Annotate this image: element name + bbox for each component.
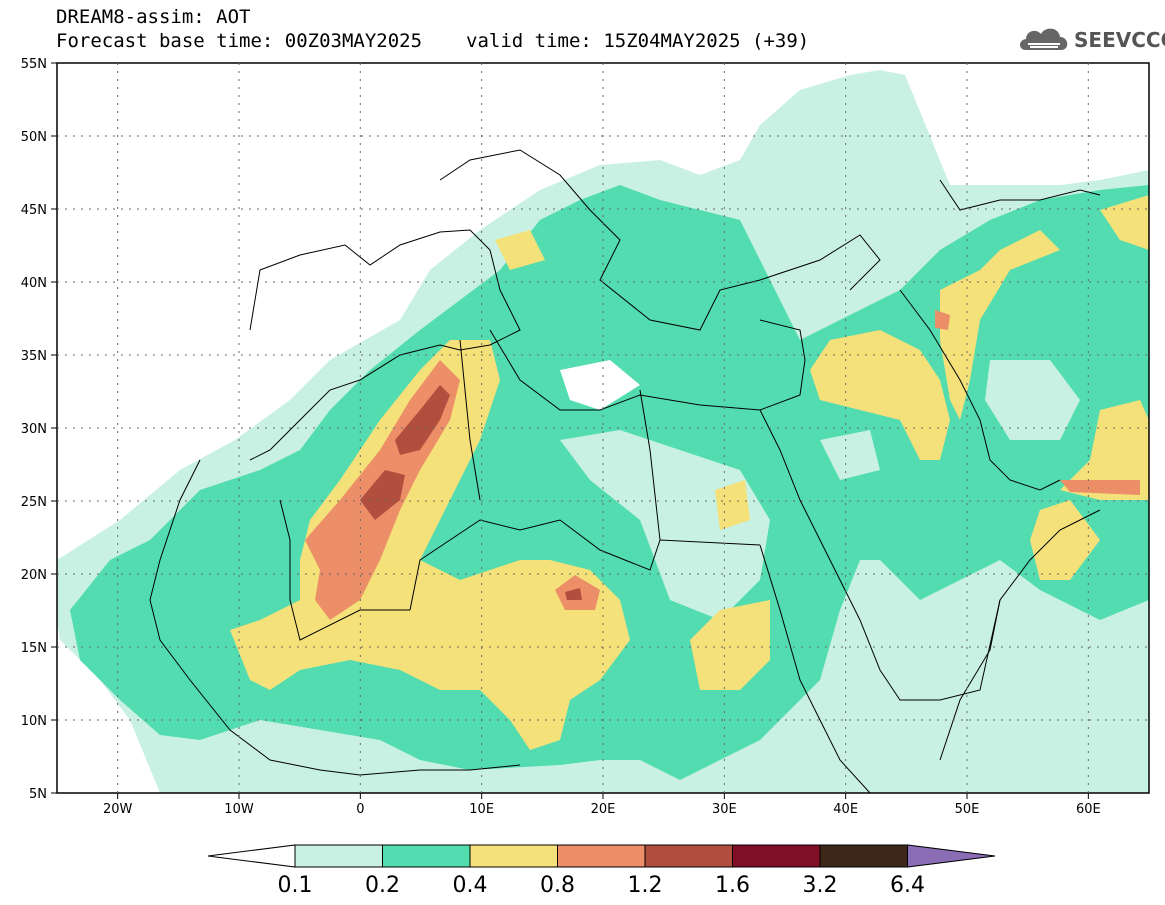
latitude-labels: 55N 50N 45N 40N 35N 30N 25N 20N 15N 10N 5N [21,57,57,802]
colorbar-segment [382,844,471,868]
lat-tick-label: 10N [21,714,47,729]
lon-tick-label: 50E [955,802,980,817]
map-subtitle: Forecast base time: 00Z03MAY2025 valid ti… [56,30,809,52]
lon-tick-label: 10W [224,802,254,817]
lat-tick-label: 25N [21,495,47,510]
map-title: DREAM8-assim: AOT [56,6,251,28]
lon-tick-label: 10E [469,802,494,817]
cloud-icon [1020,28,1068,50]
aot-band-1.2 [360,470,405,520]
lat-tick-label: 40N [21,276,47,291]
lat-tick-label: 50N [21,130,47,145]
colorbar-label: 1.6 [715,873,750,898]
colorbar-label: 0.1 [278,873,313,898]
colorbar-segment [732,844,821,868]
colorbar-label: 6.4 [890,873,925,898]
lat-tick-label: 30N [21,422,47,437]
lat-tick-label: 20N [21,568,47,583]
colorbar-segment [644,844,733,868]
colorbar-segment [557,844,646,868]
lat-tick-label: 55N [21,57,47,72]
lon-tick-label: 20E [591,802,616,817]
base-time: Forecast base time: 00Z03MAY2025 [56,30,423,52]
lon-tick-label: 30E [712,802,737,817]
colorbar-label: 3.2 [803,873,838,898]
logo-text: SEEVCCC [1074,28,1165,52]
colorbar-segment [294,844,383,868]
lat-tick-label: 15N [21,641,47,656]
lon-tick-label: 60E [1076,802,1101,817]
colorbar-low-triangle [207,844,296,868]
longitude-labels: 20W 10W 0 10E 20E 30E 40E 50E 60E [103,793,1101,817]
seevccc-logo: SEEVCCC [1016,22,1165,56]
lat-tick-label: 35N [21,349,47,364]
lon-tick-label: 0 [356,802,364,817]
lon-tick-label: 20W [103,802,133,817]
colorbar-segment [819,844,908,868]
lat-tick-label: 5N [29,787,47,802]
colorbar-label: 0.8 [540,873,575,898]
colorbar: 0.1 0.2 0.4 0.8 1.2 1.6 3.2 6.4 [207,844,996,898]
colorbar-high-triangle [907,844,996,868]
valid-time: valid time: 15Z04MAY2025 (+39) [466,30,810,52]
colorbar-label: 0.4 [453,873,488,898]
gridlines [57,63,1149,793]
lat-tick-label: 45N [21,203,47,218]
lon-tick-label: 40E [833,802,858,817]
colorbar-segment [469,844,558,868]
colorbar-label: 1.2 [628,873,663,898]
colorbar-label: 0.2 [365,873,400,898]
coastlines [149,149,1101,793]
